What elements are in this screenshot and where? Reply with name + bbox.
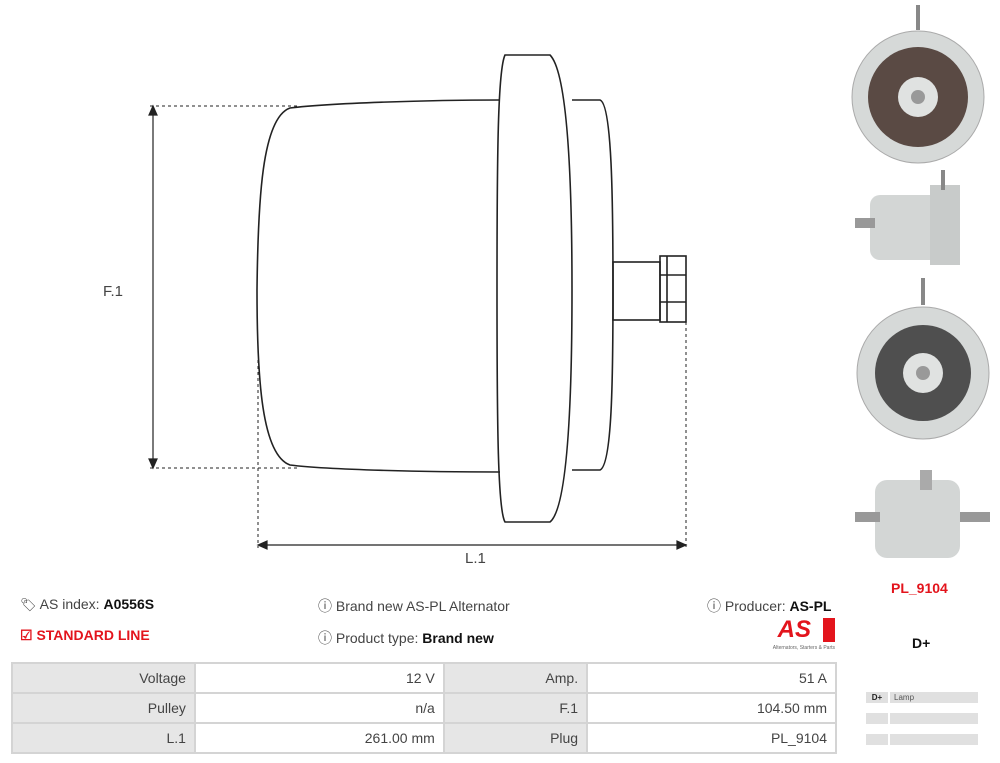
nut-outline xyxy=(659,255,687,323)
checkbox-checked-icon: ☑ xyxy=(20,627,33,643)
photo-side-view-2 xyxy=(855,470,990,558)
alternator-body-outline xyxy=(256,99,501,473)
info-icon: ⓘ xyxy=(318,630,332,646)
as-pl-logo: AS Alternators, Starters & Parts xyxy=(755,618,835,651)
table-row: Pulley n/a F.1 104.50 mm xyxy=(11,692,837,724)
description: ⓘ Brand new AS-PL Alternator xyxy=(318,598,510,614)
spec-table: Voltage 12 V Amp. 51 A Pulley n/a F.1 104.50… xyxy=(11,662,837,754)
plug-terminal: D+ xyxy=(912,635,931,651)
shaft-outline xyxy=(612,261,661,321)
product-photos xyxy=(851,5,990,558)
as-index: 🏷 AS index: A0556S xyxy=(20,596,155,612)
table-row: Voltage 12 V Amp. 51 A xyxy=(11,662,837,694)
standard-line-badge: ☑ STANDARD LINE xyxy=(20,627,150,643)
info-icon: ⓘ xyxy=(318,598,332,614)
plug-code: PL_9104 xyxy=(891,580,948,596)
product-type: ⓘ Product type: Brand new xyxy=(318,630,494,646)
tags-icon: 🏷 xyxy=(20,597,37,612)
producer: ⓘ Producer: AS-PL xyxy=(707,598,832,614)
table-row: L.1 261.00 mm Plug PL_9104 xyxy=(11,722,837,754)
info-icon: ⓘ xyxy=(707,598,721,614)
photo-front-view xyxy=(851,5,985,164)
dimension-label-l1: L.1 xyxy=(465,550,486,567)
dimension-label-f1: F.1 xyxy=(103,283,124,300)
photo-side-view xyxy=(855,170,960,265)
alternator-flange-outline xyxy=(496,54,573,523)
dimension-drawing xyxy=(148,54,688,550)
photo-rear-view xyxy=(856,278,990,440)
